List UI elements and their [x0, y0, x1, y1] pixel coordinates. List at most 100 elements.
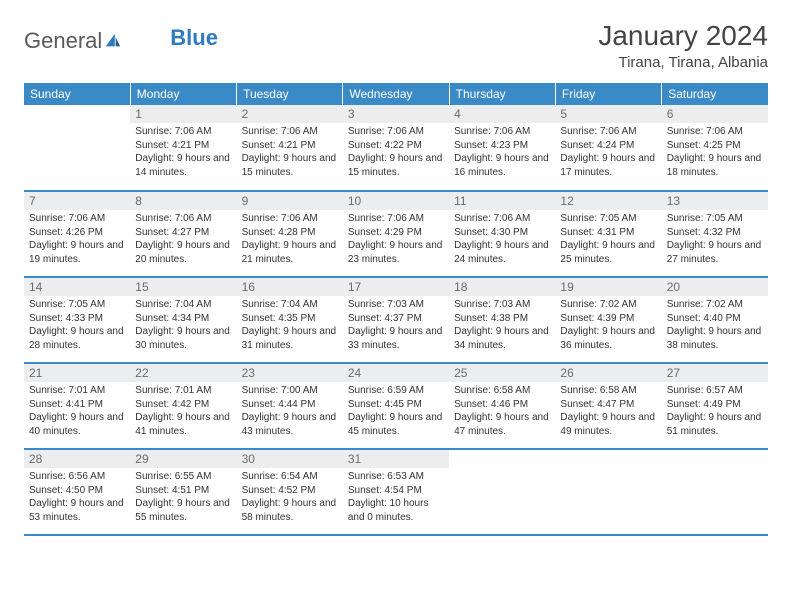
- calendar-cell: 8Sunrise: 7:06 AMSunset: 4:27 PMDaylight…: [130, 191, 236, 277]
- calendar-cell: 12Sunrise: 7:05 AMSunset: 4:31 PMDayligh…: [555, 191, 661, 277]
- day-info: Sunrise: 7:01 AMSunset: 4:42 PMDaylight:…: [130, 382, 236, 442]
- col-saturday: Saturday: [662, 83, 768, 105]
- sunset-text: Sunset: 4:45 PM: [348, 398, 444, 412]
- calendar-cell: 11Sunrise: 7:06 AMSunset: 4:30 PMDayligh…: [449, 191, 555, 277]
- sunset-text: Sunset: 4:44 PM: [242, 398, 338, 412]
- daylight-text: Daylight: 9 hours and 25 minutes.: [560, 239, 656, 266]
- day-info: Sunrise: 6:56 AMSunset: 4:50 PMDaylight:…: [24, 468, 130, 528]
- sunset-text: Sunset: 4:34 PM: [135, 312, 231, 326]
- sunset-text: Sunset: 4:37 PM: [348, 312, 444, 326]
- calendar-cell: 23Sunrise: 7:00 AMSunset: 4:44 PMDayligh…: [237, 363, 343, 449]
- day-info: Sunrise: 7:04 AMSunset: 4:34 PMDaylight:…: [130, 296, 236, 356]
- day-info: Sunrise: 7:06 AMSunset: 4:25 PMDaylight:…: [662, 123, 768, 183]
- calendar-cell: [24, 105, 130, 191]
- day-number: 5: [555, 105, 661, 123]
- sunset-text: Sunset: 4:32 PM: [667, 226, 763, 240]
- sunrise-text: Sunrise: 7:01 AM: [29, 384, 125, 398]
- sunset-text: Sunset: 4:29 PM: [348, 226, 444, 240]
- sunrise-text: Sunrise: 7:06 AM: [135, 125, 231, 139]
- day-number: 19: [555, 278, 661, 296]
- sunrise-text: Sunrise: 6:57 AM: [667, 384, 763, 398]
- sunrise-text: Sunrise: 7:06 AM: [242, 125, 338, 139]
- calendar-cell: 4Sunrise: 7:06 AMSunset: 4:23 PMDaylight…: [449, 105, 555, 191]
- day-info: Sunrise: 7:03 AMSunset: 4:38 PMDaylight:…: [449, 296, 555, 356]
- calendar-table: Sunday Monday Tuesday Wednesday Thursday…: [24, 83, 768, 536]
- brand-logo: General Blue: [24, 20, 218, 54]
- day-number: 26: [555, 364, 661, 382]
- sunrise-text: Sunrise: 6:59 AM: [348, 384, 444, 398]
- day-number: 12: [555, 192, 661, 210]
- daylight-text: Daylight: 9 hours and 33 minutes.: [348, 325, 444, 352]
- daylight-text: Daylight: 10 hours and 0 minutes.: [348, 497, 444, 524]
- sail-icon: [104, 32, 122, 50]
- sunrise-text: Sunrise: 7:06 AM: [454, 125, 550, 139]
- sunset-text: Sunset: 4:22 PM: [348, 139, 444, 153]
- month-title: January 2024: [598, 20, 768, 52]
- sunrise-text: Sunrise: 7:00 AM: [242, 384, 338, 398]
- day-info: Sunrise: 6:55 AMSunset: 4:51 PMDaylight:…: [130, 468, 236, 528]
- day-info: Sunrise: 6:59 AMSunset: 4:45 PMDaylight:…: [343, 382, 449, 442]
- calendar-cell: 17Sunrise: 7:03 AMSunset: 4:37 PMDayligh…: [343, 277, 449, 363]
- day-number: 10: [343, 192, 449, 210]
- col-monday: Monday: [130, 83, 236, 105]
- col-thursday: Thursday: [449, 83, 555, 105]
- sunset-text: Sunset: 4:21 PM: [242, 139, 338, 153]
- day-number: 16: [237, 278, 343, 296]
- day-number: 9: [237, 192, 343, 210]
- calendar-cell: 2Sunrise: 7:06 AMSunset: 4:21 PMDaylight…: [237, 105, 343, 191]
- daylight-text: Daylight: 9 hours and 47 minutes.: [454, 411, 550, 438]
- sunset-text: Sunset: 4:27 PM: [135, 226, 231, 240]
- day-number: 18: [449, 278, 555, 296]
- day-number: 11: [449, 192, 555, 210]
- col-wednesday: Wednesday: [343, 83, 449, 105]
- daylight-text: Daylight: 9 hours and 36 minutes.: [560, 325, 656, 352]
- daylight-text: Daylight: 9 hours and 21 minutes.: [242, 239, 338, 266]
- calendar-cell: 28Sunrise: 6:56 AMSunset: 4:50 PMDayligh…: [24, 449, 130, 535]
- day-number: 25: [449, 364, 555, 382]
- sunrise-text: Sunrise: 6:54 AM: [242, 470, 338, 484]
- calendar-cell: 6Sunrise: 7:06 AMSunset: 4:25 PMDaylight…: [662, 105, 768, 191]
- day-number: 17: [343, 278, 449, 296]
- day-info: Sunrise: 7:06 AMSunset: 4:23 PMDaylight:…: [449, 123, 555, 183]
- day-number: 22: [130, 364, 236, 382]
- calendar-row: 21Sunrise: 7:01 AMSunset: 4:41 PMDayligh…: [24, 363, 768, 449]
- day-info: Sunrise: 7:06 AMSunset: 4:22 PMDaylight:…: [343, 123, 449, 183]
- day-info: Sunrise: 7:06 AMSunset: 4:21 PMDaylight:…: [130, 123, 236, 183]
- sunset-text: Sunset: 4:40 PM: [667, 312, 763, 326]
- calendar-cell: [555, 449, 661, 535]
- calendar-cell: 19Sunrise: 7:02 AMSunset: 4:39 PMDayligh…: [555, 277, 661, 363]
- calendar-row: 7Sunrise: 7:06 AMSunset: 4:26 PMDaylight…: [24, 191, 768, 277]
- col-friday: Friday: [555, 83, 661, 105]
- day-number: 29: [130, 450, 236, 468]
- day-header-row: Sunday Monday Tuesday Wednesday Thursday…: [24, 83, 768, 105]
- calendar-cell: 10Sunrise: 7:06 AMSunset: 4:29 PMDayligh…: [343, 191, 449, 277]
- day-info: Sunrise: 7:06 AMSunset: 4:24 PMDaylight:…: [555, 123, 661, 183]
- calendar-cell: 26Sunrise: 6:58 AMSunset: 4:47 PMDayligh…: [555, 363, 661, 449]
- calendar-cell: 30Sunrise: 6:54 AMSunset: 4:52 PMDayligh…: [237, 449, 343, 535]
- day-number: 21: [24, 364, 130, 382]
- sunset-text: Sunset: 4:51 PM: [135, 484, 231, 498]
- sunset-text: Sunset: 4:28 PM: [242, 226, 338, 240]
- calendar-cell: 18Sunrise: 7:03 AMSunset: 4:38 PMDayligh…: [449, 277, 555, 363]
- day-info: Sunrise: 7:06 AMSunset: 4:30 PMDaylight:…: [449, 210, 555, 270]
- calendar-cell: 1Sunrise: 7:06 AMSunset: 4:21 PMDaylight…: [130, 105, 236, 191]
- sunset-text: Sunset: 4:23 PM: [454, 139, 550, 153]
- daylight-text: Daylight: 9 hours and 53 minutes.: [29, 497, 125, 524]
- day-number: 6: [662, 105, 768, 123]
- daylight-text: Daylight: 9 hours and 51 minutes.: [667, 411, 763, 438]
- sunrise-text: Sunrise: 7:06 AM: [667, 125, 763, 139]
- sunset-text: Sunset: 4:38 PM: [454, 312, 550, 326]
- sunrise-text: Sunrise: 7:06 AM: [348, 125, 444, 139]
- col-tuesday: Tuesday: [237, 83, 343, 105]
- daylight-text: Daylight: 9 hours and 18 minutes.: [667, 152, 763, 179]
- day-number: 27: [662, 364, 768, 382]
- calendar-cell: 13Sunrise: 7:05 AMSunset: 4:32 PMDayligh…: [662, 191, 768, 277]
- day-info: Sunrise: 7:02 AMSunset: 4:40 PMDaylight:…: [662, 296, 768, 356]
- sunset-text: Sunset: 4:35 PM: [242, 312, 338, 326]
- col-sunday: Sunday: [24, 83, 130, 105]
- calendar-cell: 7Sunrise: 7:06 AMSunset: 4:26 PMDaylight…: [24, 191, 130, 277]
- sunset-text: Sunset: 4:31 PM: [560, 226, 656, 240]
- location-text: Tirana, Tirana, Albania: [598, 54, 768, 71]
- sunrise-text: Sunrise: 7:06 AM: [135, 212, 231, 226]
- sunrise-text: Sunrise: 6:55 AM: [135, 470, 231, 484]
